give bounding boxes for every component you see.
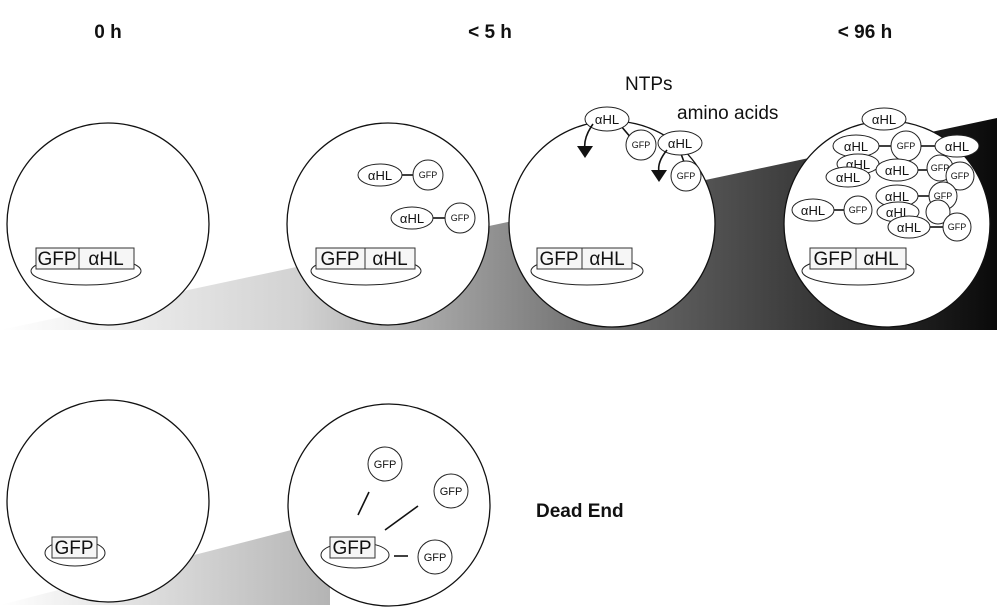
gfp-protein	[625, 129, 657, 161]
header-96h: < 96 h	[838, 22, 892, 43]
ahl-protein-label: αHL	[844, 139, 868, 154]
ahl-protein	[887, 215, 931, 239]
ahl-protein-label: αHL	[400, 211, 424, 226]
ntps-uptake-arrowhead	[577, 146, 593, 158]
ahl-pore-label: αHL	[595, 112, 619, 127]
ahl-protein-label: αHL	[885, 163, 909, 178]
gene-ahl-label: αHL	[372, 249, 407, 270]
header-5h: < 5 h	[468, 22, 512, 43]
gene-gfp-label: GFP	[37, 249, 76, 270]
gene-ahl-label: αHL	[88, 249, 123, 270]
gene-gfp-label: GFP	[539, 249, 578, 270]
dead-end-label: Dead End	[536, 501, 624, 522]
ahl-protein	[357, 163, 403, 187]
gene-ahl-label: αHL	[589, 249, 624, 270]
gene-gfp-box	[51, 536, 98, 559]
gfp-protein	[412, 159, 444, 191]
ahl-protein-label: αHL	[836, 170, 860, 185]
ahl-protein-label: αHL	[801, 203, 825, 218]
gfp-protein-label: GFP	[951, 171, 970, 181]
ahl-protein-label: αHL	[897, 220, 921, 235]
release-line	[357, 491, 370, 516]
gfp-protein-label: GFP	[374, 459, 397, 471]
gene-gfp-label: GFP	[332, 538, 371, 559]
gfp-protein-label: GFP	[948, 222, 967, 232]
gfp-protein-label: GFP	[931, 163, 950, 173]
gfp-protein-label: GFP	[419, 170, 438, 180]
gene-gfp-label: GFP	[54, 538, 93, 559]
gfp-protein-label: GFP	[451, 213, 470, 223]
gfp-protein	[670, 160, 702, 192]
release-line	[384, 505, 419, 531]
gfp-protein-label: GFP	[677, 171, 696, 181]
gfp-protein-label: GFP	[440, 486, 463, 498]
header-0h: 0 h	[94, 22, 121, 43]
ahl-protein-label: αHL	[368, 168, 392, 183]
amino-acids-label: amino acids	[677, 103, 778, 124]
protein-cluster: αHL αHL GFP αHL αHL αHL αHL GFP GFP αHL …	[791, 107, 980, 242]
ahl-pore	[657, 130, 703, 156]
gene-ahl-label: αHL	[863, 249, 898, 270]
gfp-protein-label: GFP	[424, 552, 447, 564]
gfp-protein-label: GFP	[632, 140, 651, 150]
amino-acids-uptake-arrowhead	[651, 170, 667, 182]
gfp-protein	[925, 199, 951, 225]
time-gradient-wedge-top	[0, 118, 997, 330]
gfp-protein	[444, 202, 476, 234]
gfp-protein	[945, 161, 975, 191]
ahl-protein	[791, 198, 835, 222]
gfp-protein	[433, 473, 469, 509]
gene-ahl-box	[78, 247, 135, 270]
gene-ahl-box	[581, 247, 633, 270]
gene-gfp-box	[329, 536, 376, 559]
gfp-protein	[367, 446, 403, 482]
gfp-protein	[417, 539, 453, 575]
ahl-protein	[934, 134, 980, 158]
ahl-pore-label: αHL	[668, 136, 692, 151]
ahl-protein	[390, 206, 434, 230]
gfp-protein-label: GFP	[849, 205, 868, 215]
ntps-label: NTPs	[625, 74, 673, 95]
gfp-protein	[843, 195, 873, 225]
gfp-protein-label: GFP	[934, 191, 953, 201]
ahl-pore	[584, 106, 630, 132]
gfp-protein-label: GFP	[897, 141, 916, 151]
gene-ahl-box	[364, 247, 416, 270]
vesicle-0h	[6, 122, 210, 326]
ahl-protein-label: αHL	[872, 112, 896, 127]
gene-gfp-label: GFP	[813, 249, 852, 270]
gene-gfp-label: GFP	[320, 249, 359, 270]
ahl-protein	[875, 158, 919, 182]
ahl-protein	[825, 166, 871, 188]
vesicle-gfp-only-0h	[6, 399, 210, 603]
ahl-protein-label: αHL	[885, 189, 909, 204]
gene-ahl-box	[855, 247, 907, 270]
gfp-protein	[942, 212, 972, 242]
ahl-protein-label: αHL	[945, 139, 969, 154]
ahl-protein	[861, 107, 907, 131]
